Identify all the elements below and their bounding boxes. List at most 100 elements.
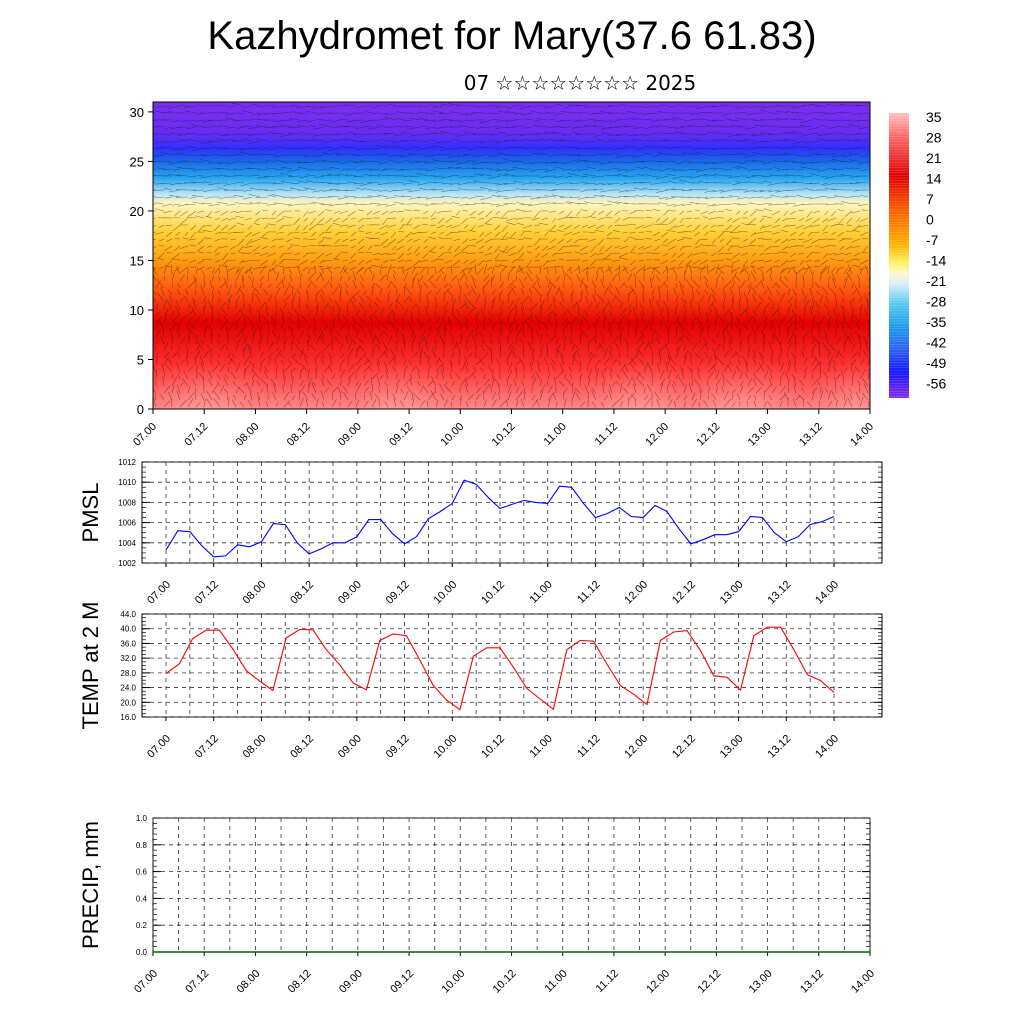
x-tick-label: 14.00	[813, 733, 841, 761]
heat-x-tick-label: 08.00	[234, 421, 262, 449]
y-tick-label: 0.0	[136, 948, 148, 957]
colorbar-label: -35	[926, 314, 946, 330]
y-axis-title: PRECIP, mm	[78, 821, 103, 949]
heat-x-tick-label: 13.00	[746, 421, 774, 449]
y-tick-label: 20.0	[120, 698, 136, 707]
x-tick-label: 12.12	[670, 733, 698, 761]
x-tick-label: 07.00	[132, 968, 160, 996]
x-tick-label: 13.00	[747, 968, 775, 996]
y-tick-label: 36.0	[120, 639, 136, 648]
x-tick-label: 11.12	[575, 733, 602, 760]
x-tick-label: 12.00	[622, 579, 650, 607]
y-tick-label: 0.6	[136, 868, 148, 877]
colorbar-label: 21	[926, 150, 942, 166]
x-tick-label: 11.00	[542, 968, 569, 995]
heat-x-tick-label: 11.12	[593, 421, 620, 448]
x-tick-label: 07.12	[193, 733, 221, 761]
heat-y-tick-label: 5	[137, 352, 144, 367]
x-tick-label: 12.12	[696, 968, 724, 996]
x-tick-label: 10.12	[479, 579, 507, 607]
colorbar-label: -42	[926, 335, 946, 351]
x-tick-label: 08.12	[286, 968, 314, 996]
x-tick-label: 12.12	[670, 579, 698, 607]
x-tick-label: 10.12	[479, 733, 507, 761]
pmsl-panel: 1012 1010 1008 1006 1004 1002 07.00 07.12 08.00 0…	[78, 458, 883, 607]
temp-panel: 44.0 40.0 36.0 32.0 28.0 24.0 20.0 16.0 07.00 07.…	[78, 602, 883, 761]
chart-title: Kazhydromet for Mary(37.6 61.83)	[207, 14, 817, 58]
colorbar-label: 35	[926, 109, 942, 125]
x-tick-label: 14.00	[813, 579, 841, 607]
heat-y-tick-label: 25	[130, 154, 144, 169]
x-tick-label: 08.12	[288, 733, 316, 761]
heatmap-panel: 0 5 10 15 20 25 30 07.00 07.12 08.00 08.12 09.00 09…	[130, 101, 876, 449]
wind-vector-field	[153, 102, 870, 408]
heat-x-tick-label: 07.12	[182, 421, 210, 449]
precip-panel: 1.0 0.8 0.6 0.4 0.2 0.0 07.00 07.12 08.00 08.12 09…	[78, 814, 877, 996]
colorbar-label: -28	[926, 294, 946, 310]
x-tick-label: 11.12	[575, 579, 602, 606]
x-tick-label: 10.00	[439, 968, 467, 996]
x-tick-label: 08.00	[235, 968, 263, 996]
chart-subtitle: 07 ☆☆☆☆☆☆☆☆ 2025	[463, 71, 697, 95]
x-tick-label: 12.00	[644, 968, 672, 996]
heat-x-tick-label: 09.00	[336, 421, 364, 449]
colorbar-label: 28	[926, 130, 942, 146]
colorbar-label: -56	[926, 376, 946, 392]
heat-x-tick-label: 14.00	[848, 421, 876, 449]
x-tick-label: 11.00	[527, 579, 554, 606]
x-tick-label: 14.00	[849, 968, 877, 996]
y-tick-label: 24.0	[120, 684, 136, 693]
x-tick-label: 08.00	[241, 733, 269, 761]
x-tick-label: 08.12	[288, 579, 316, 607]
x-tick-label: 07.12	[193, 579, 221, 607]
y-tick-label: 1002	[118, 559, 136, 568]
colorbar: 35 28 21 14 7 0 -7 -14 -21 -28 -35 -42 -49 -56	[889, 109, 946, 398]
colorbar-label: 7	[926, 191, 934, 207]
x-tick-label: 07.00	[145, 733, 173, 761]
x-tick-label: 13.00	[718, 733, 746, 761]
x-tick-label: 09.00	[337, 968, 365, 996]
heat-x-tick-label: 12.12	[695, 421, 723, 449]
x-tick-label: 10.00	[431, 579, 459, 607]
colorbar-label: -14	[926, 253, 946, 269]
x-tick-label: 09.12	[388, 968, 416, 996]
warm-surface-patch	[585, 339, 695, 409]
colorbar-label: 0	[926, 212, 934, 228]
heat-x-tick-label: 09.12	[387, 421, 415, 449]
x-tick-label: 13.12	[765, 579, 793, 607]
y-tick-label: 0.4	[136, 894, 148, 903]
heat-y-tick-label: 15	[130, 253, 144, 268]
heat-x-tick-label: 10.12	[490, 421, 518, 449]
y-tick-label: 44.0	[120, 610, 136, 619]
x-tick-label: 13.12	[798, 968, 826, 996]
colorbar-label: -49	[926, 355, 946, 371]
heat-x-tick-label: 13.12	[797, 421, 825, 449]
x-tick-label: 10.12	[491, 968, 519, 996]
y-tick-label: 0.8	[136, 841, 148, 850]
heat-x-tick-label: 08.12	[285, 421, 313, 449]
heat-y-tick-label: 0	[137, 402, 144, 417]
y-tick-label: 1008	[118, 498, 136, 507]
colorbar-label: 14	[926, 171, 942, 187]
heat-x-tick-label: 11.00	[541, 421, 568, 448]
heat-y-tick-label: 30	[130, 105, 144, 120]
y-tick-label: 1010	[118, 478, 136, 487]
x-tick-label: 10.00	[431, 733, 459, 761]
x-tick-label: 09.00	[336, 733, 364, 761]
colorbar-gradient	[889, 113, 909, 398]
heat-x-tick-label: 12.00	[643, 421, 671, 449]
y-axis-title: TEMP at 2 M	[78, 602, 103, 730]
x-tick-label: 13.12	[765, 733, 793, 761]
y-tick-label: 40.0	[120, 625, 136, 634]
y-tick-label: 1.0	[136, 814, 148, 823]
colorbar-label: -21	[926, 273, 946, 289]
y-tick-label: 1012	[118, 458, 136, 467]
y-tick-label: 1004	[118, 539, 136, 548]
heat-x-tick-label: 07.00	[131, 421, 159, 449]
y-tick-label: 16.0	[120, 713, 136, 722]
x-tick-label: 09.00	[336, 579, 364, 607]
heat-y-tick-label: 10	[130, 303, 144, 318]
x-tick-label: 07.12	[183, 968, 211, 996]
x-tick-label: 07.00	[145, 579, 173, 607]
